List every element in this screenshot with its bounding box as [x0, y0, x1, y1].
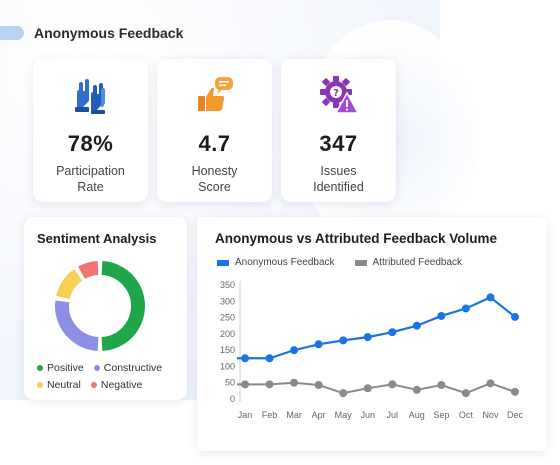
attributed-point: [388, 380, 397, 389]
x-tick-label: Jul: [387, 410, 399, 420]
x-tick-label: Oct: [459, 410, 474, 420]
legend-item-constructive: Constructive: [93, 362, 162, 374]
sentiment-analysis-card: Sentiment Analysis Positive Constructive…: [24, 217, 187, 400]
legend-item-positive: Positive: [37, 362, 84, 374]
anonymous-point: [461, 304, 470, 313]
anonymous-point: [314, 340, 323, 349]
volume-chart-title: Anonymous vs Attributed Feedback Volume: [215, 231, 498, 246]
y-tick-label: 250: [220, 313, 235, 323]
anonymous-point: [388, 328, 397, 337]
x-tick-label: Mar: [286, 410, 302, 420]
anonymous-point: [339, 336, 348, 345]
x-tick-label: May: [335, 410, 353, 420]
sentiment-legend: Positive Constructive Neutral Negative: [37, 359, 172, 393]
honesty-score-label: Honesty Score: [191, 164, 238, 194]
attributed-point: [437, 380, 446, 389]
anonymous-point: [241, 354, 249, 363]
y-tick-label: 0: [230, 394, 235, 404]
attributed-point: [486, 379, 495, 388]
anonymous-series-line: [237, 296, 516, 360]
metric-card-issues: ? 347 Issues Identified: [281, 59, 396, 202]
donut-slice-negative: [78, 261, 99, 280]
sentiment-title: Sentiment Analysis: [37, 231, 157, 246]
feedback-volume-line-chart: 0 50 100 150 200 250 300 350 Jan Feb Mar Apr May Jun J…: [220, 280, 524, 420]
donut-slice-positive: [101, 261, 145, 351]
attributed-point: [339, 389, 348, 398]
participation-rate-label: Participation Rate: [56, 164, 125, 194]
anonymous-point: [412, 321, 421, 330]
page-title: Anonymous Feedback: [34, 25, 184, 41]
sentiment-donut-chart: [55, 261, 145, 351]
donut-slice-neutral: [56, 269, 83, 300]
attributed-series-line: [237, 381, 516, 395]
attributed-point: [314, 380, 323, 389]
attributed-point: [461, 389, 470, 398]
attributed-point: [265, 380, 274, 389]
thumbs-up-chat-icon: [197, 77, 233, 111]
attributed-point: [363, 384, 372, 393]
x-tick-label: Sep: [433, 410, 449, 420]
x-tick-label: Dec: [507, 410, 524, 420]
y-tick-label: 50: [225, 378, 235, 388]
attributed-point: [241, 380, 249, 389]
anonymous-point: [437, 311, 446, 320]
anonymous-point: [363, 333, 372, 342]
legend-item-attributed: Attributed Feedback: [354, 257, 462, 268]
donut-slice-constructive: [55, 300, 99, 351]
anonymous-point: [290, 346, 299, 355]
volume-legend: Anonymous Feedback Attributed Feedback: [217, 257, 482, 268]
x-tick-label: Nov: [482, 410, 499, 420]
legend-item-anonymous: Anonymous Feedback: [217, 257, 335, 268]
metric-card-honesty: 4.7 Honesty Score: [157, 59, 272, 202]
y-tick-label: 350: [220, 280, 235, 290]
participation-rate-value: 78%: [67, 131, 114, 156]
raised-hands-icon: [74, 79, 105, 114]
y-tick-label: 200: [220, 329, 235, 339]
svg-text:?: ?: [333, 88, 339, 99]
attributed-point: [412, 385, 421, 394]
x-tick-label: Feb: [262, 410, 278, 420]
gear-warning-icon: ?: [319, 76, 359, 114]
x-tick-label: Jan: [238, 410, 253, 420]
anonymous-point: [511, 312, 519, 321]
y-tick-label: 150: [220, 345, 235, 355]
y-tick-label: 100: [220, 361, 235, 371]
x-tick-label: Aug: [409, 410, 425, 420]
issues-identified-label: Issues Identified: [313, 164, 364, 194]
legend-item-neutral: Neutral: [37, 379, 81, 391]
anonymous-point: [486, 293, 495, 302]
honesty-score-value: 4.7: [198, 131, 231, 156]
attributed-point: [511, 387, 519, 396]
legend-item-negative: Negative: [90, 379, 142, 391]
section-header: Anonymous Feedback: [0, 22, 183, 44]
metric-card-participation: 78% Participation Rate: [33, 59, 148, 202]
header-accent-tab: [0, 26, 24, 40]
feedback-volume-card: Anonymous vs Attributed Feedback Volume …: [197, 217, 547, 451]
attributed-point: [290, 378, 299, 387]
y-tick-label: 300: [220, 296, 235, 306]
x-tick-label: Jun: [360, 410, 375, 420]
x-tick-label: Apr: [312, 410, 326, 420]
issues-identified-value: 347: [319, 131, 358, 156]
anonymous-point: [265, 354, 274, 363]
